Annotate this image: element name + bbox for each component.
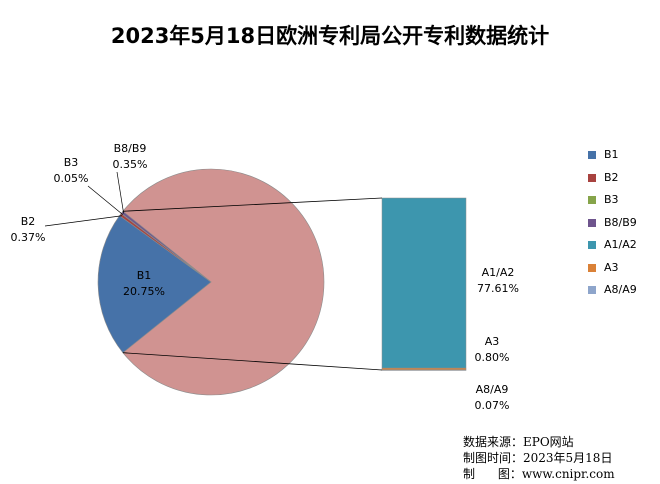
bar-segment-a1-a2 (382, 198, 466, 368)
source-line-1: 数据来源：EPO网站 (463, 435, 574, 449)
legend-swatch (588, 264, 596, 272)
data-label-b1-name: B1 (137, 269, 152, 282)
leader-line-b3 (88, 186, 123, 215)
data-label-b2-value: 0.37% (11, 231, 46, 244)
data-label-a3-name: A3 (485, 335, 500, 348)
data-label-b8-b9-value: 0.35% (113, 158, 148, 171)
bar-segment-a8-a9 (382, 370, 466, 371)
source-line-2: 制图时间：2023年5月18日 (463, 451, 612, 465)
source-note: 数据来源：EPO网站 制图时间：2023年5月18日 制 图：www.cnipr… (463, 434, 615, 482)
legend-swatch (588, 196, 596, 204)
legend-label: A3 (604, 261, 619, 275)
data-label-a1-a2-value: 77.61% (477, 282, 519, 295)
data-label-b8-b9-name: B8/B9 (114, 142, 147, 155)
legend-label: B8/B9 (604, 216, 637, 230)
bar-segment-a3 (382, 368, 466, 370)
legend-label: B1 (604, 148, 619, 162)
data-label-a3-value: 0.80% (475, 351, 510, 364)
data-label-a1-a2-name: A1/A2 (482, 266, 515, 279)
legend-swatch (588, 174, 596, 182)
leader-line-b2 (45, 216, 122, 226)
legend-label: A1/A2 (604, 238, 637, 252)
legend-swatch (588, 241, 596, 249)
data-label-a8-a9-value: 0.07% (475, 399, 510, 412)
data-label-b2-name: B2 (21, 215, 36, 228)
data-label-b3-value: 0.05% (54, 172, 89, 185)
source-line-3: 制 图：www.cnipr.com (463, 467, 615, 481)
legend-swatch (588, 219, 596, 227)
legend-label: A8/A9 (604, 283, 637, 297)
leader-line-b8-b9 (117, 172, 124, 214)
legend-swatch (588, 286, 596, 294)
legend-swatch (588, 151, 596, 159)
data-label-a8-a9-name: A8/A9 (476, 383, 509, 396)
data-label-b1-value: 20.75% (123, 285, 165, 298)
legend-label: B2 (604, 171, 619, 185)
legend-label: B3 (604, 193, 619, 207)
data-label-b3-name: B3 (64, 156, 79, 169)
